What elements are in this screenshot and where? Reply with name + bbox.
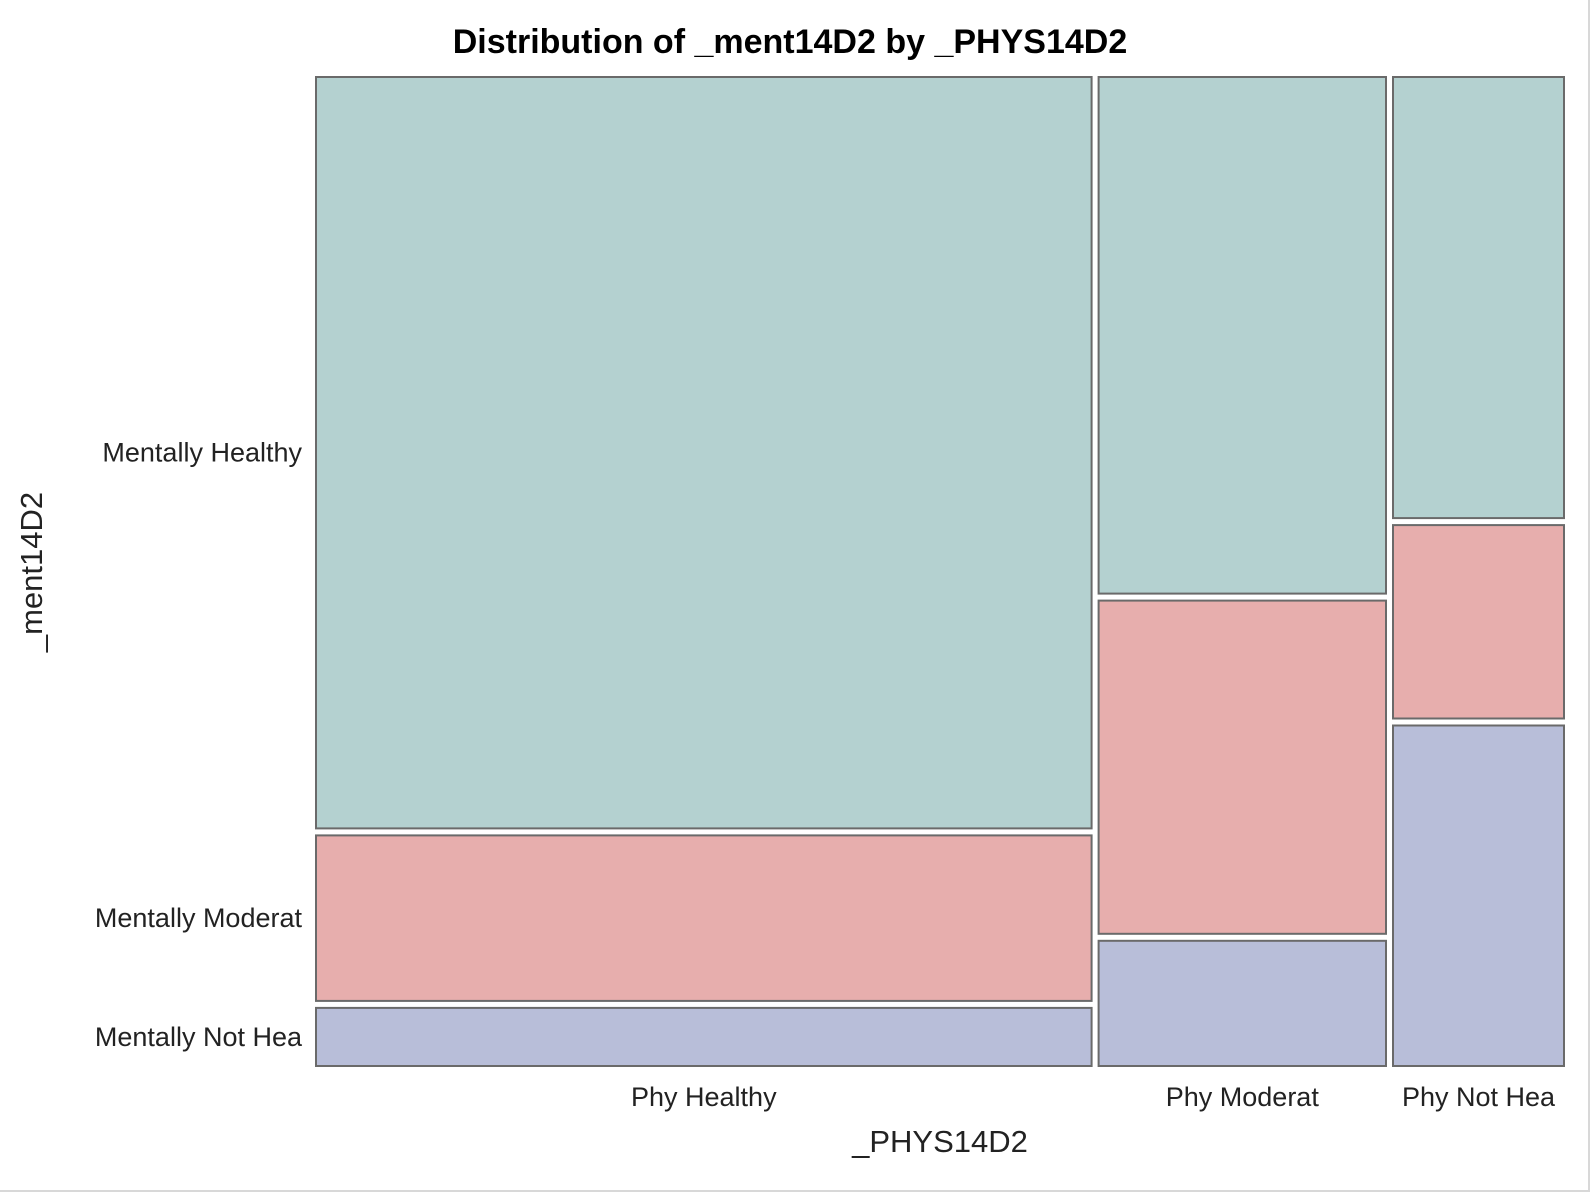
tile-phy-moderat-mentally-healthy	[1097, 76, 1387, 595]
y-tick-mentally-not-hea: Mentally Not Hea	[95, 1022, 303, 1052]
tile-phy-moderat-mentally-not-hea	[1097, 939, 1387, 1067]
x-tick-phy-healthy: Phy Healthy	[631, 1082, 777, 1112]
mosaic-tiles	[315, 76, 1565, 1068]
chart-title: Distribution of _ment14D2 by _PHYS14D2	[453, 23, 1128, 61]
tile-phy-healthy-mentally-moderat	[315, 834, 1093, 1002]
tile-phy-not-hea-mentally-not-hea	[1392, 724, 1565, 1067]
tile-phy-moderat-mentally-moderat	[1097, 599, 1387, 935]
y-axis-label: _ment14D2	[14, 492, 49, 653]
x-tick-labels: Phy Healthy Phy Moderat Phy Not Hea	[631, 1082, 1556, 1112]
y-tick-mentally-healthy: Mentally Healthy	[102, 438, 302, 468]
y-tick-mentally-moderat: Mentally Moderat	[95, 903, 303, 933]
x-tick-phy-moderat: Phy Moderat	[1166, 1082, 1320, 1112]
x-axis-label: _PHYS14D2	[851, 1124, 1028, 1159]
x-tick-phy-not-hea: Phy Not Hea	[1402, 1082, 1556, 1112]
tile-phy-not-hea-mentally-healthy	[1392, 76, 1565, 520]
tile-phy-healthy-mentally-not-hea	[315, 1006, 1093, 1068]
y-tick-labels: Mentally Healthy Mentally Moderat Mentally…	[95, 438, 303, 1052]
tile-phy-healthy-mentally-healthy	[315, 76, 1093, 830]
tile-phy-not-hea-mentally-moderat	[1392, 524, 1565, 720]
